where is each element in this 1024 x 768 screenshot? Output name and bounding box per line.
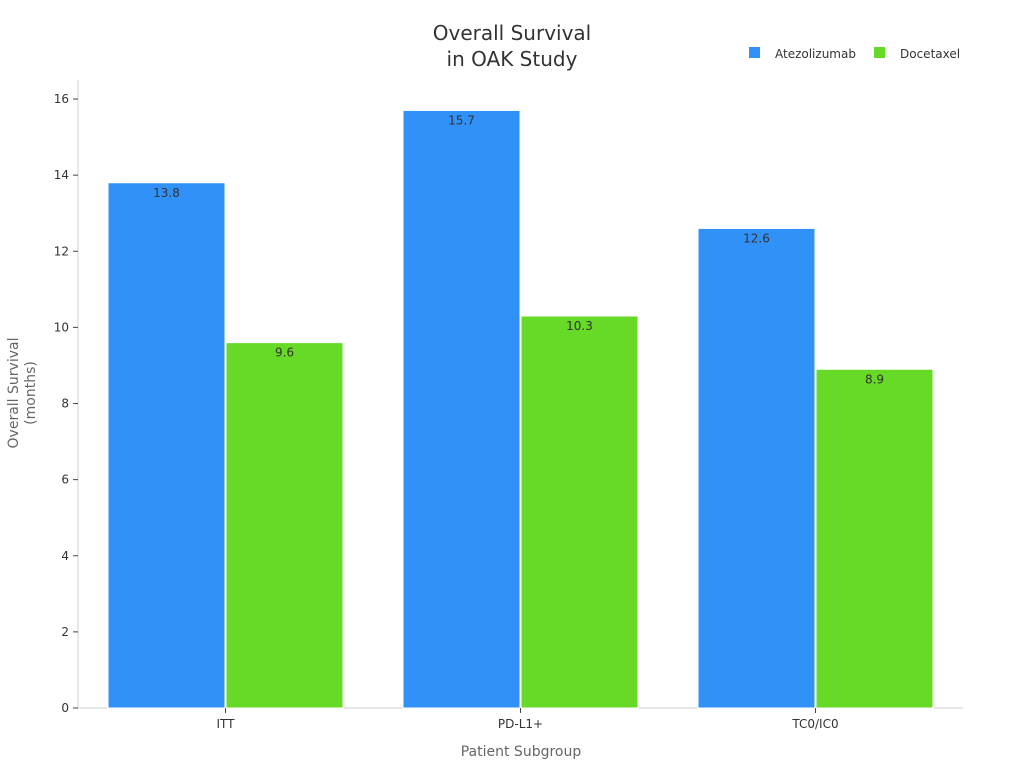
bar-docetaxel-itt [225, 342, 344, 709]
chart-title-line-1: Overall Survival [433, 21, 591, 45]
bar-atezolizumab-itt [107, 182, 226, 709]
legend-label-atezolizumab: Atezolizumab [775, 47, 856, 61]
plot-area: 0 2 4 6 8 10 12 14 16 13.8 9.6 ITT 15.7 10.3 PD-L1+ 12.… [54, 80, 963, 731]
x-tick-label-tc0-ic0: TC0/IC0 [791, 717, 838, 731]
y-tick-label: 12 [54, 244, 69, 258]
y-tick-label: 4 [61, 549, 69, 563]
x-tick-label-itt: ITT [217, 717, 236, 731]
y-tick-label: 14 [54, 168, 69, 182]
y-tick-label: 0 [61, 701, 69, 715]
y-tick-label: 6 [61, 473, 69, 487]
data-label-docetaxel-itt: 9.6 [275, 346, 294, 360]
chart-title-line-2: in OAK Study [447, 47, 578, 71]
data-label-docetaxel-pd-l1: 10.3 [566, 319, 593, 333]
legend-swatch-docetaxel [874, 47, 885, 58]
y-axis-title-line-1: Overall Survival [6, 338, 22, 449]
bar-atezolizumab-pd-l1 [402, 109, 521, 709]
bar-docetaxel-tc0-ic0 [815, 368, 934, 709]
data-label-atezolizumab-tc0-ic0: 12.6 [743, 231, 770, 245]
x-axis-title: Patient Subgroup [461, 744, 582, 760]
x-tick-label-pd-l1: PD-L1+ [498, 717, 543, 731]
legend-swatch-atezolizumab [749, 47, 760, 58]
y-axis-title-line-2: (months) [23, 361, 39, 425]
y-tick-label: 2 [61, 625, 69, 639]
legend: Atezolizumab Docetaxel [749, 47, 960, 61]
bar-atezolizumab-tc0-ic0 [697, 227, 816, 709]
data-label-atezolizumab-itt: 13.8 [153, 186, 180, 200]
data-label-atezolizumab-pd-l1: 15.7 [448, 113, 475, 127]
y-tick-label: 16 [54, 92, 69, 106]
bar-docetaxel-pd-l1 [520, 315, 639, 709]
data-label-docetaxel-tc0-ic0: 8.9 [865, 372, 884, 386]
y-tick-label: 8 [61, 397, 69, 411]
legend-label-docetaxel: Docetaxel [900, 47, 960, 61]
y-tick-label: 10 [54, 320, 69, 334]
